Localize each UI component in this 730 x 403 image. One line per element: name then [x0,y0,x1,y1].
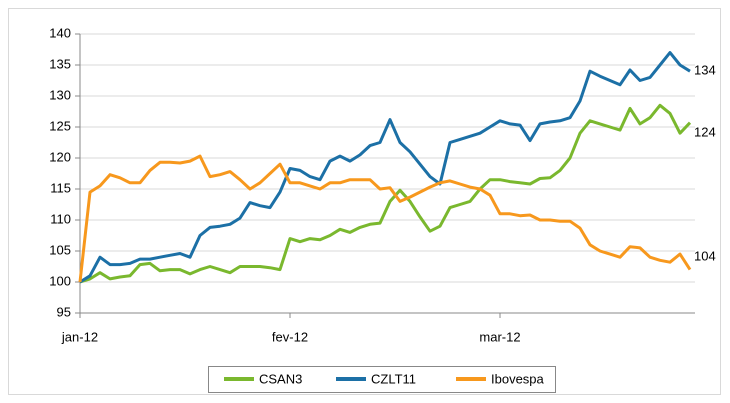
end-label: 124 [694,125,716,140]
y-tick-label: 110 [50,211,71,226]
y-tick-label: 95 [57,304,71,319]
series-line [79,51,691,284]
legend-box [208,366,556,393]
y-tick-label: 125 [49,118,71,133]
x-tick-label: fev-12 [272,329,308,344]
y-tick-label: 130 [49,87,71,102]
end-label: 104 [694,249,716,264]
y-tick-label: 100 [49,273,71,288]
legend-label: Ibovespa [491,371,545,386]
x-tick-label: jan-12 [61,329,98,344]
y-tick-label: 115 [50,180,71,195]
series-line [78,154,692,283]
legend-label: CSAN3 [259,371,302,386]
y-tick-label: 140 [49,25,71,40]
y-tick-label: 135 [49,56,71,71]
end-label: 134 [694,63,716,78]
series-line [79,103,692,284]
y-tick-label: 105 [49,242,71,257]
y-tick-label: 120 [49,149,71,164]
legend-label: CZLT11 [371,371,416,386]
x-tick-label: mar-12 [479,329,520,344]
chart-frame [8,8,721,395]
